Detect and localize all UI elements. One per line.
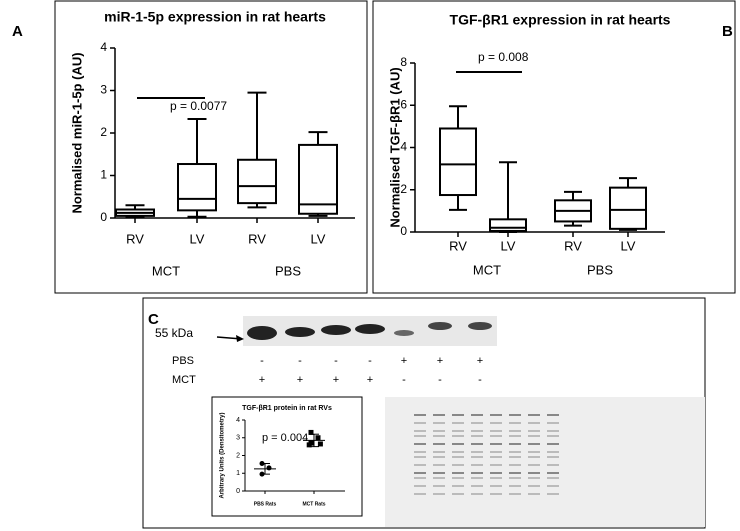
box (177, 163, 217, 212)
x-tick-label: RV (126, 231, 144, 246)
y-axis-label: Normalised miR-1-5p (AU) (69, 52, 84, 213)
y-tick-label: 3 (236, 435, 240, 442)
sign: - (298, 355, 302, 367)
chart-title: TGF-βR1 protein in rat RVs (242, 405, 332, 412)
group-label: PBS (275, 263, 301, 278)
chart-title: TGF-βR1 expression in rat hearts (450, 12, 671, 28)
point (315, 435, 321, 441)
group-label: MCT (473, 262, 501, 277)
y-tick-label: 4 (100, 40, 107, 54)
sign: + (297, 374, 303, 386)
y-tick-label: 4 (236, 417, 240, 424)
gel-lanes (414, 414, 559, 495)
group-label: PBS (587, 262, 613, 277)
panel-frame (372, 0, 736, 294)
row-label: MCT (172, 374, 196, 386)
point (317, 441, 323, 447)
sign: - (334, 355, 338, 367)
point (266, 465, 272, 471)
box (237, 158, 277, 205)
y-tick-label: 2 (100, 125, 107, 139)
sign: - (438, 374, 442, 386)
x-tick-label: LV (501, 238, 516, 253)
y-axis-label: Arbitrary Units (Densitometry) (220, 412, 226, 498)
blot-size-label: 55 kDa (155, 326, 193, 340)
sign: - (260, 355, 264, 367)
chart-title: miR-1-5p expression in rat hearts (104, 9, 326, 25)
y-tick-label: 1 (236, 470, 240, 477)
box (298, 143, 338, 215)
panel-label: C (148, 311, 159, 328)
row-label: PBS (172, 355, 194, 367)
y-tick-label: 0 (100, 210, 107, 224)
y-tick-label: 3 (100, 83, 107, 97)
y-tick-label: 2 (236, 452, 240, 459)
y-tick-label: 2 (400, 182, 407, 196)
y-tick-label: 0 (236, 488, 240, 495)
x-tick-label: RV (248, 231, 266, 246)
point (306, 442, 312, 448)
x-tick-label: LV (190, 231, 205, 246)
y-tick-label: 4 (400, 140, 407, 154)
sign: + (477, 355, 483, 367)
sign: + (437, 355, 443, 367)
group-label: MCT (152, 263, 180, 278)
sign: - (368, 355, 372, 367)
annotation: p = 0.004 (262, 432, 308, 444)
y-tick-label: 0 (400, 224, 407, 238)
sign: + (333, 374, 339, 386)
x-tick-label: MCT Rats (302, 501, 325, 507)
box (439, 127, 477, 197)
point (308, 429, 314, 435)
annotation: p = 0.0077 (170, 99, 227, 113)
sign: - (402, 374, 406, 386)
blot-bands (247, 322, 492, 340)
sign: + (401, 355, 407, 367)
x-tick-label: RV (564, 238, 582, 253)
y-tick-label: 8 (400, 55, 407, 69)
x-tick-label: PBS Rats (254, 501, 277, 507)
y-axis-label: Normalised TGF-βR1 (AU) (387, 67, 402, 227)
panel-frame (54, 0, 368, 294)
sign: + (259, 374, 265, 386)
arrow-head (236, 335, 244, 342)
x-tick-label: RV (449, 238, 467, 253)
panel-label: A (12, 23, 23, 40)
box (489, 218, 527, 232)
panel-label: B (722, 23, 733, 40)
inset-frame (211, 396, 363, 517)
y-tick-label: 6 (400, 97, 407, 111)
annotation: p = 0.008 (478, 50, 529, 64)
box (609, 186, 647, 230)
gel-image (385, 397, 705, 527)
sign: - (478, 374, 482, 386)
x-tick-label: LV (311, 231, 326, 246)
sign: + (367, 374, 373, 386)
x-tick-label: LV (621, 238, 636, 253)
y-tick-label: 1 (100, 168, 107, 182)
